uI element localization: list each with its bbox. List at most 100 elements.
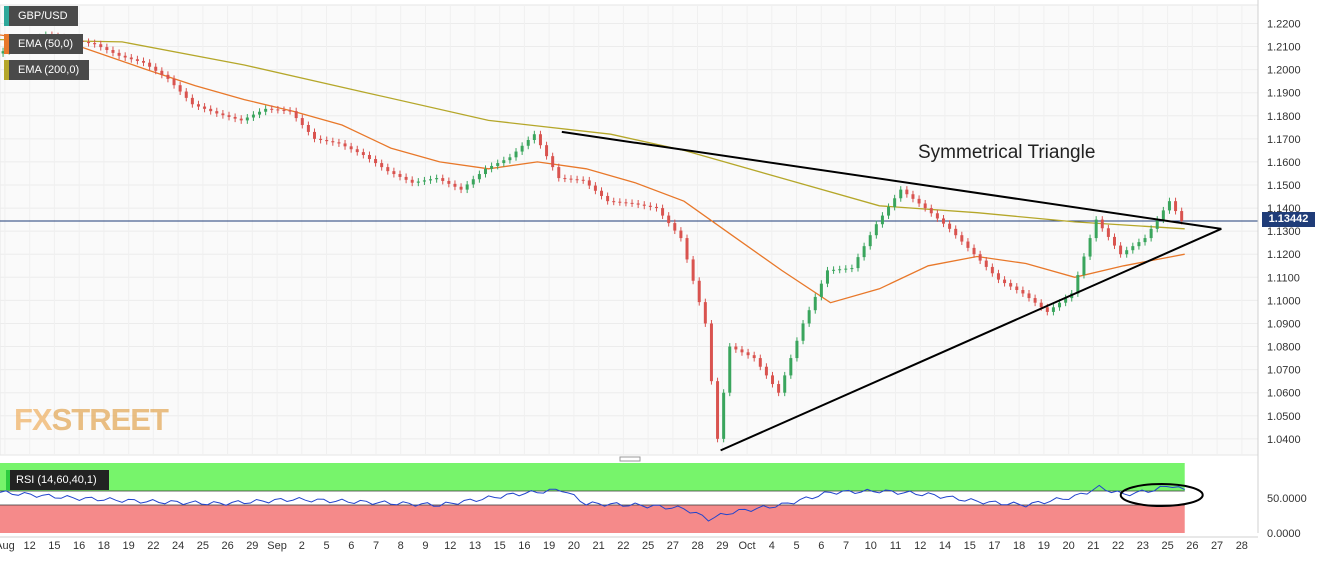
x-tick-label: 21 <box>1087 540 1099 552</box>
legend-ema50: EMA (50,0) <box>4 34 84 54</box>
candle-body <box>1039 302 1043 308</box>
candle-body <box>349 146 353 150</box>
candle-body <box>801 323 805 341</box>
candle-body <box>367 155 371 160</box>
candle-body <box>813 296 817 311</box>
candle-body <box>593 185 597 191</box>
candle-body <box>752 355 756 359</box>
y-tick-label: 1.0700 <box>1267 365 1301 377</box>
candle-body <box>978 254 982 261</box>
candle-body <box>258 111 262 115</box>
y-tick-label: 1.1800 <box>1267 111 1301 123</box>
legend-symbol-label: GBP/USD <box>18 10 68 22</box>
y-tick-label: 1.1100 <box>1267 272 1300 284</box>
rsi-y-tick-label: 50.0000 <box>1267 493 1307 505</box>
x-tick-label: 24 <box>172 540 184 552</box>
candle-body <box>490 165 494 169</box>
candle-body <box>160 70 164 75</box>
x-tick-label: 12 <box>24 540 36 552</box>
candle-body <box>245 117 249 121</box>
x-tick-label: 16 <box>73 540 85 552</box>
series-layer <box>0 31 1258 452</box>
y-tick-label: 1.1000 <box>1267 295 1301 307</box>
candle-body <box>856 257 860 269</box>
candle-body <box>716 381 720 439</box>
candle-body <box>264 108 268 112</box>
y-tick-label: 1.0400 <box>1267 434 1301 446</box>
x-tick-label: 22 <box>1112 540 1124 552</box>
candle-body <box>1015 286 1019 290</box>
candle-body <box>887 206 891 216</box>
candle-body <box>960 235 964 242</box>
candle-body <box>123 55 127 58</box>
x-tick-label: Aug <box>0 540 15 552</box>
candle-body <box>447 180 451 184</box>
candle-body <box>972 247 976 255</box>
candle-body <box>288 110 292 112</box>
candle-body <box>117 52 121 56</box>
candle-body <box>416 181 420 183</box>
legend-ema200-label: EMA (200,0) <box>18 64 80 76</box>
candle-body <box>1137 242 1141 247</box>
candle-body <box>215 111 219 114</box>
x-tick-label: 13 <box>469 540 481 552</box>
candle-body <box>392 171 396 175</box>
candle-body <box>374 159 378 164</box>
x-tick-label: 23 <box>1137 540 1149 552</box>
x-tick-label: 28 <box>1236 540 1248 552</box>
candle-body <box>196 104 200 107</box>
candle-body <box>404 176 408 180</box>
candle-body <box>954 228 958 236</box>
x-tick-label: 16 <box>518 540 530 552</box>
x-tick-label: 8 <box>398 540 404 552</box>
candle-body <box>868 235 872 247</box>
y-tick-label: 1.1700 <box>1267 134 1301 146</box>
candle-body <box>935 213 939 219</box>
candle-body <box>697 280 701 303</box>
candle-body <box>789 358 793 376</box>
legend-ema50-swatch <box>4 34 9 54</box>
candle-body <box>825 270 829 284</box>
candle-body <box>1045 307 1049 312</box>
candle-body <box>1 51 5 54</box>
candle-body <box>282 110 286 111</box>
panel-resize-handle <box>619 456 641 462</box>
candle-body <box>239 118 243 121</box>
x-tick-label: 14 <box>939 540 951 552</box>
candle-body <box>728 346 732 393</box>
rsi-panel <box>0 463 1204 533</box>
candle-body <box>435 178 439 180</box>
candle-body <box>740 349 744 353</box>
x-tick-label: 12 <box>914 540 926 552</box>
current-price-tag: 1.13442 <box>1262 212 1315 227</box>
candle-body <box>93 43 97 45</box>
candle-body <box>526 140 530 146</box>
candle-body <box>1082 256 1086 275</box>
candle-body <box>429 179 433 181</box>
x-tick-label: 27 <box>667 540 679 552</box>
x-tick-label: 26 <box>1186 540 1198 552</box>
chart-annotation: Symmetrical Triangle <box>918 142 1095 163</box>
x-tick-label: 25 <box>1161 540 1173 552</box>
candle-body <box>996 273 1000 280</box>
candle-body <box>142 60 146 63</box>
candle-body <box>1131 246 1135 251</box>
candle-body <box>1125 250 1129 255</box>
candle-body <box>838 269 842 271</box>
x-tick-label: 20 <box>568 540 580 552</box>
candle-body <box>135 59 139 61</box>
candle-body <box>325 140 329 142</box>
candle-body <box>783 375 787 393</box>
x-tick-label: 5 <box>323 540 329 552</box>
candle-body <box>777 384 781 393</box>
candle-body <box>685 238 689 260</box>
candle-body <box>227 115 231 117</box>
candle-body <box>1088 238 1092 257</box>
candle-body <box>758 358 762 367</box>
candle-body <box>899 189 903 199</box>
candle-body <box>862 246 866 258</box>
fxstreet-logo: FXSTREET <box>14 402 169 437</box>
candle-body <box>1149 228 1153 239</box>
rsi-oversold-zone <box>0 505 1185 533</box>
